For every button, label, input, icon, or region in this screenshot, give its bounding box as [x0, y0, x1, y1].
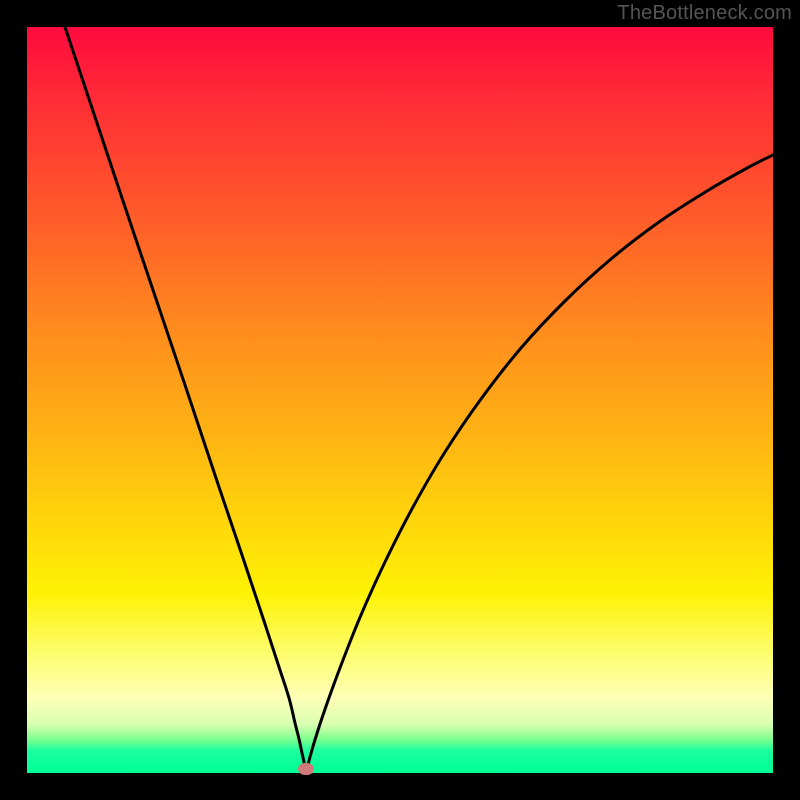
chart-frame: TheBottleneck.com — [0, 0, 800, 800]
watermark-text: TheBottleneck.com — [617, 2, 792, 25]
optimum-marker — [298, 763, 314, 775]
bottleneck-curve — [65, 27, 773, 772]
plot-area — [27, 27, 773, 773]
curve-layer — [27, 27, 773, 773]
